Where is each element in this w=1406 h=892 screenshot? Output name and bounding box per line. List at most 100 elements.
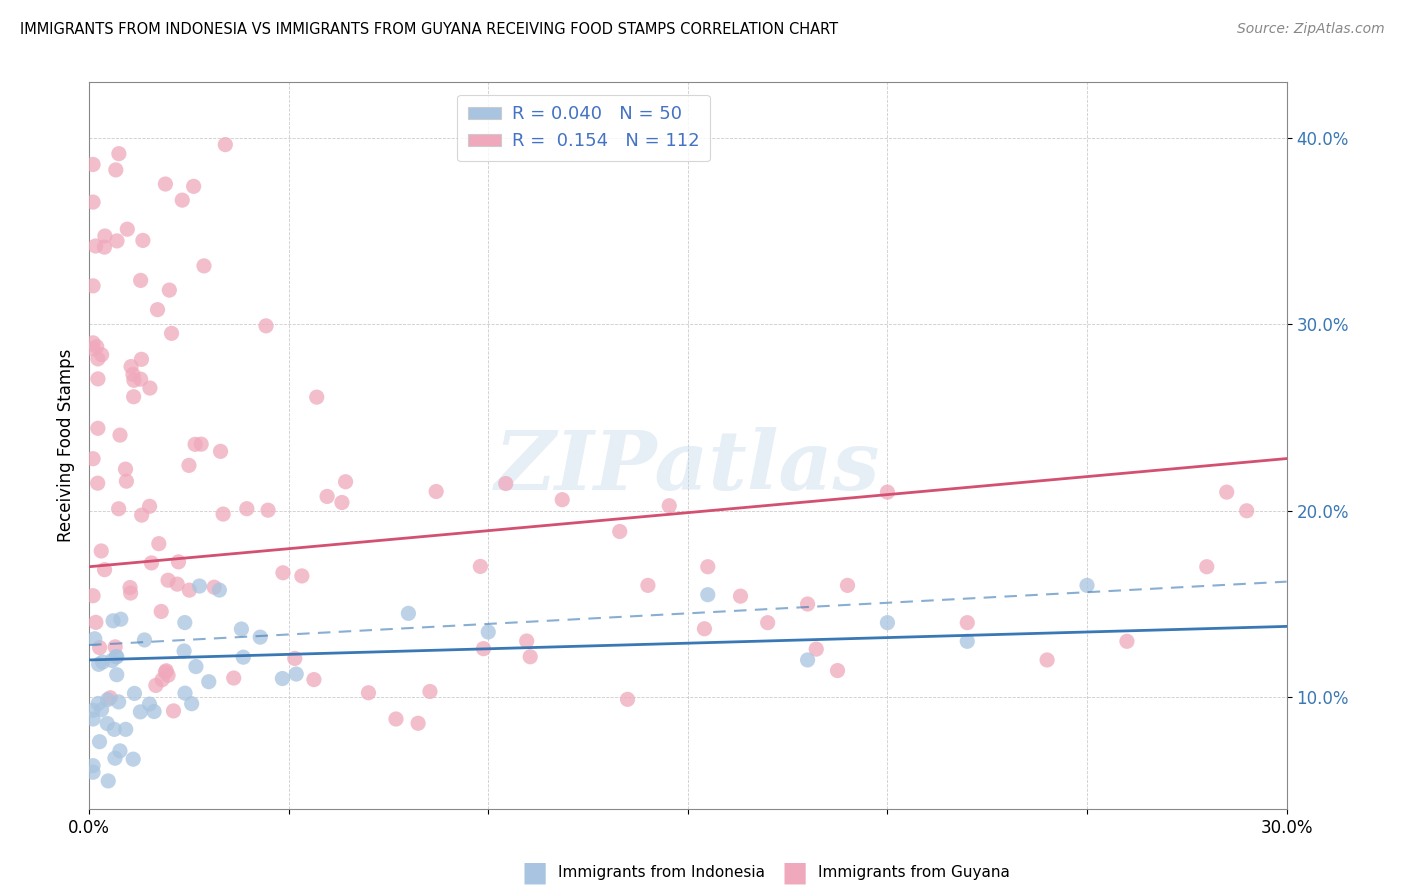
Point [82,758,104,772]
Point [98,690,121,705]
Point [148,536,170,550]
Point [122,752,145,766]
Point [335,475,357,489]
Point [114,723,136,737]
Point [166,577,188,591]
Point [131,508,153,522]
Point [184,437,207,451]
Point [284,651,307,665]
Point [107,501,129,516]
Point [82,157,104,171]
Point [103,723,125,737]
Point [271,566,294,580]
Point [208,582,231,597]
Point [82,335,104,350]
Point [1076,578,1098,592]
Point [254,318,277,333]
Point [134,632,156,647]
Point [122,368,145,382]
Point [184,659,207,673]
Point [101,653,124,667]
Point [108,744,131,758]
Point [82,703,104,717]
Point [120,586,142,600]
Point [90,544,112,558]
Point [118,581,141,595]
Point [162,704,184,718]
Point [115,474,138,488]
Point [82,195,104,210]
Point [129,372,152,386]
Point [129,273,152,287]
Point [249,630,271,644]
Point [173,615,195,630]
Point [84,615,107,630]
Point [138,500,160,514]
Legend: R = 0.040   N = 50, R =  0.154   N = 112: R = 0.040 N = 50, R = 0.154 N = 112 [457,95,710,161]
Point [150,604,173,618]
Point [209,444,232,458]
Point [385,712,408,726]
Point [155,177,177,191]
Point [91,655,114,669]
Point [157,574,180,588]
Point [236,501,259,516]
Point [82,765,104,780]
Point [837,578,859,592]
Point [212,507,235,521]
Point [150,673,173,687]
Point [495,476,517,491]
Point [302,673,325,687]
Text: Immigrants from Indonesia: Immigrants from Indonesia [558,865,765,880]
Point [1036,653,1059,667]
Point [122,390,145,404]
Point [160,326,183,341]
Point [145,678,167,692]
Point [86,476,108,491]
Point [174,686,197,700]
Point [86,340,108,354]
Point [143,705,166,719]
Point [406,716,429,731]
Point [730,589,752,603]
Point [693,622,716,636]
Text: ZIPatlas: ZIPatlas [495,427,880,508]
Point [93,563,115,577]
Point [183,179,205,194]
Point [105,649,128,664]
Point [87,372,110,386]
Point [131,352,153,367]
Point [696,559,718,574]
Point [472,641,495,656]
Point [124,686,146,700]
Point [138,697,160,711]
Text: Immigrants from Guyana: Immigrants from Guyana [818,865,1010,880]
Point [188,579,211,593]
Point [108,428,131,442]
Point [90,703,112,717]
Point [82,342,104,356]
Point [179,583,201,598]
Point [107,695,129,709]
Point [155,665,177,679]
Point [82,712,104,726]
Point [104,640,127,654]
Point [120,359,142,374]
Y-axis label: Receiving Food Stamps: Receiving Food Stamps [58,349,75,542]
Point [696,588,718,602]
Point [82,451,104,466]
Point [97,773,120,788]
Point [271,672,294,686]
Point [285,667,308,681]
Point [96,716,118,731]
Point [193,259,215,273]
Point [470,559,492,574]
Point [146,302,169,317]
Point [83,632,105,646]
Point [108,146,131,161]
Point [197,674,219,689]
Point [257,503,280,517]
Point [876,485,898,500]
Point [139,381,162,395]
Text: IMMIGRANTS FROM INDONESIA VS IMMIGRANTS FROM GUYANA RECEIVING FOOD STAMPS CORREL: IMMIGRANTS FROM INDONESIA VS IMMIGRANTS … [20,22,838,37]
